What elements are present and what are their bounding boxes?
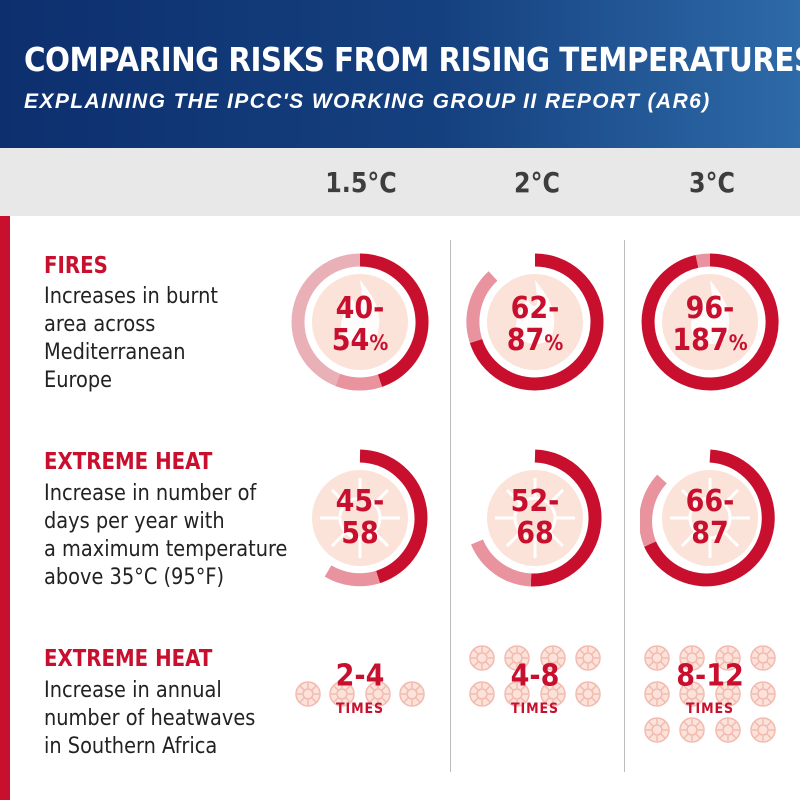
gauge-arc-main: [469, 253, 604, 391]
value-line: 87: [691, 516, 729, 551]
column-label-3c: 3°C: [689, 166, 735, 199]
gauge-arc-range: [466, 271, 498, 344]
description-line: area across: [44, 312, 156, 337]
heat-days-value-3c: 66- 87: [686, 486, 735, 550]
gauge-arc-range: [324, 565, 380, 587]
fires-value-3c: 96- 187%: [672, 293, 747, 359]
value-line: 58: [341, 516, 379, 551]
description-line: number of heatwaves: [44, 706, 256, 731]
percent-unit: %: [728, 331, 748, 355]
description-line: Increase in number of: [44, 481, 257, 506]
value-number: 54: [331, 323, 370, 358]
sun-icon: [688, 496, 732, 540]
description-line: Increases in burnt: [44, 284, 219, 309]
sun-icon: [715, 717, 741, 743]
sun-icon: [399, 681, 425, 707]
column-divider: [624, 240, 625, 772]
sun-icon: [575, 681, 601, 707]
sun-icon: [644, 645, 670, 671]
heat-gauge-3c: [640, 449, 775, 587]
gauge-arc-range: [335, 373, 383, 391]
flame-icon: [341, 280, 380, 344]
sun-icon: [644, 681, 670, 707]
description-line: in Southern Africa: [44, 734, 218, 759]
times-label: TIMES: [510, 701, 560, 717]
description-line: days per year with: [44, 509, 225, 534]
sun-icon: [469, 681, 495, 707]
value-line: 54%: [332, 325, 389, 359]
page-subtitle: EXPLAINING THE IPCC'S WORKING GROUP II R…: [24, 90, 711, 113]
fire-gauge-2c: [466, 253, 604, 391]
heat-days-value-1-5c: 45- 58: [336, 486, 385, 550]
page-title: COMPARING RISKS FROM RISING TEMPERATURES…: [24, 40, 800, 79]
value-line: 40-: [335, 291, 385, 326]
fires-value-2c: 62- 87%: [507, 293, 564, 359]
value-number: 187: [672, 323, 729, 358]
sun-icon: [469, 645, 495, 671]
value-line: 45-: [335, 484, 385, 519]
column-divider: [450, 240, 451, 772]
header-banner: COMPARING RISKS FROM RISING TEMPERATURES…: [0, 0, 800, 148]
column-label-1-5c: 1.5°C: [325, 166, 397, 199]
row-title-fires: FIRES: [44, 253, 108, 279]
value-line: 66-: [685, 484, 735, 519]
sun-icon: [513, 496, 557, 540]
row-title-extreme-heat-heatwaves: EXTREME HEAT: [44, 646, 213, 672]
description-line: a maximum temperature: [44, 537, 288, 562]
row-description-extreme-heat-days: Increase in number of days per year with…: [44, 480, 287, 592]
sun-icon: [750, 717, 776, 743]
sun-icon: [338, 496, 382, 540]
percent-unit: %: [369, 331, 389, 355]
sun-icon: [575, 645, 601, 671]
description-line: Europe: [44, 368, 113, 393]
times-label: TIMES: [685, 701, 735, 717]
row-description-heatwaves: Increase in annual number of heatwaves i…: [44, 677, 255, 761]
heat-gauge-1-5c: [312, 449, 428, 587]
left-accent-bar: [0, 216, 10, 800]
percent-unit: %: [544, 331, 564, 355]
value-line: 52-: [510, 484, 560, 519]
column-label-2c: 2°C: [514, 166, 560, 199]
column-header-bar: [0, 148, 800, 216]
value-line: 187%: [672, 325, 747, 359]
heatwaves-value-1-5c: 2-4: [335, 658, 385, 694]
sun-icon: [644, 717, 670, 743]
row-title-extreme-heat-days: EXTREME HEAT: [44, 449, 213, 475]
sun-icon: [295, 681, 321, 707]
flame-icon: [516, 280, 555, 344]
sun-icon: [750, 645, 776, 671]
heatwaves-value-2c: 4-8: [510, 658, 560, 694]
value-line: 87%: [507, 325, 564, 359]
heat-gauge-2c: [471, 449, 602, 587]
flame-icon: [691, 280, 730, 344]
value-line: 62-: [510, 291, 560, 326]
gauge-arc-main: [644, 449, 775, 587]
gauge-arc-main: [530, 449, 602, 587]
gauge-arc-main: [359, 449, 428, 584]
description-line: above 35°C (95°F): [44, 565, 225, 590]
value-line: 68: [516, 516, 554, 551]
sun-icon: [750, 681, 776, 707]
gauge-arc-main: [641, 253, 779, 391]
fire-gauge-1-5c: [291, 253, 429, 391]
value-line: 96-: [685, 291, 735, 326]
sun-icon: [679, 717, 705, 743]
gauge-arc-main: [359, 253, 429, 387]
gauge-arc-range: [695, 253, 711, 268]
gauge-arc-range: [471, 539, 532, 587]
fires-value-1-5c: 40- 54%: [332, 293, 389, 359]
gauge-arc-range: [640, 474, 667, 547]
heatwaves-value-3c: 8-12: [676, 658, 744, 694]
description-line: Mediterranean: [44, 340, 186, 365]
heat-days-value-2c: 52- 68: [511, 486, 560, 550]
times-label: TIMES: [335, 701, 385, 717]
description-line: Increase in annual: [44, 678, 222, 703]
value-number: 87: [506, 323, 545, 358]
row-description-fires: Increases in burnt area across Mediterra…: [44, 283, 218, 395]
fire-gauge-3c: [641, 253, 779, 391]
